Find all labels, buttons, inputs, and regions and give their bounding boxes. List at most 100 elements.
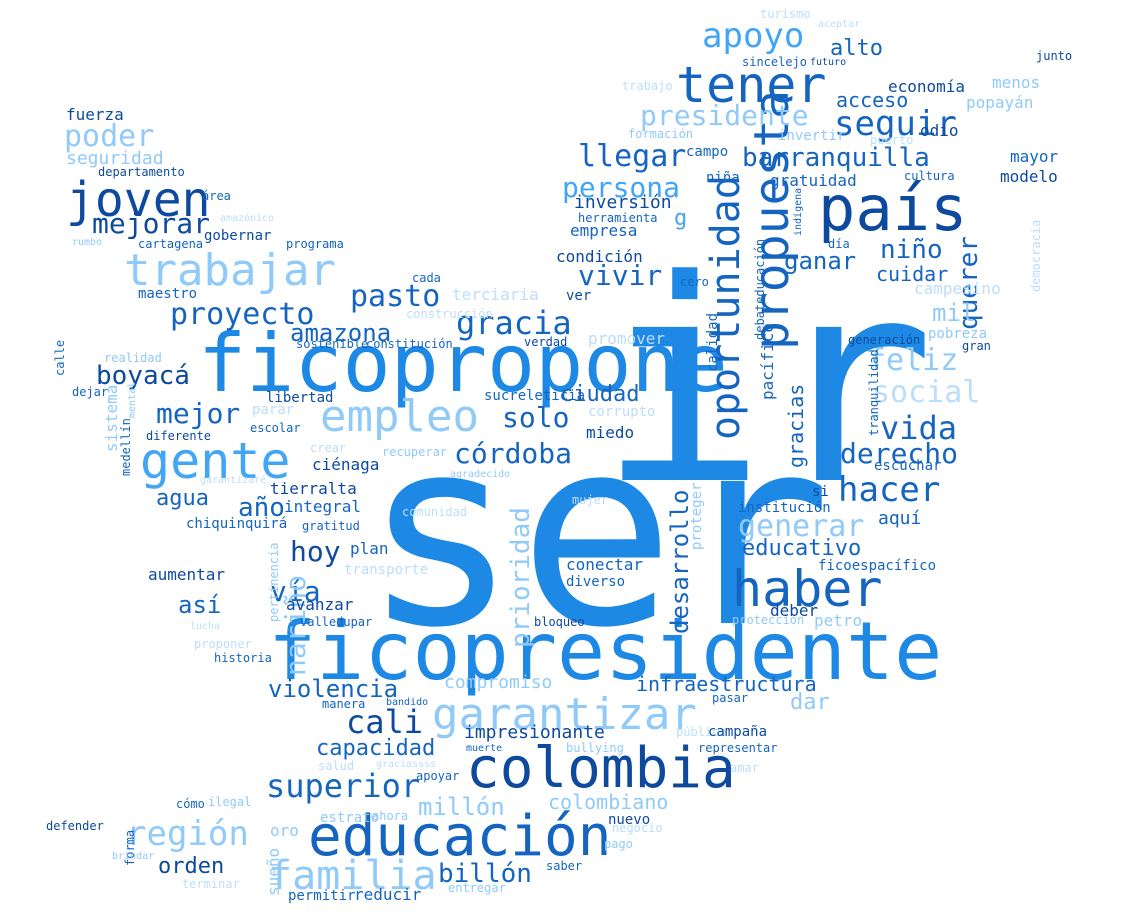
word: petro <box>814 611 863 631</box>
word: país <box>818 172 968 246</box>
word: garantizaré <box>200 475 267 486</box>
word: ahora <box>372 809 409 824</box>
word: programa <box>286 237 344 252</box>
word: terminar <box>182 877 240 892</box>
word: permitir <box>288 887 356 904</box>
word: dejar <box>72 385 109 400</box>
word: boyacá <box>96 361 190 392</box>
word: educación <box>308 804 612 870</box>
word: gente <box>140 432 291 490</box>
word: maestro <box>138 285 198 302</box>
word: g <box>674 206 688 232</box>
word: ver <box>566 287 592 304</box>
word: ilegal <box>208 795 252 810</box>
word: mujer <box>572 493 609 508</box>
word: terciaria <box>452 285 539 305</box>
word: manera <box>322 697 366 712</box>
word: oro <box>270 821 299 841</box>
word: crear <box>310 441 347 456</box>
word: corrupto <box>588 403 656 420</box>
word: poder <box>64 119 155 154</box>
word: córdoba <box>454 436 573 470</box>
word: condición <box>556 247 643 267</box>
word: millón <box>418 792 505 821</box>
word: apoyo <box>702 15 805 56</box>
word: público <box>676 725 727 740</box>
word: libertad <box>266 389 334 406</box>
word: presidente <box>640 98 809 132</box>
word: campo <box>686 143 729 160</box>
word: ficopresidente <box>268 605 943 698</box>
word: región <box>126 813 249 854</box>
word: garantizar <box>432 688 697 740</box>
word: democracia <box>1029 219 1043 292</box>
word: cero <box>680 275 709 290</box>
word: prioridad <box>506 507 536 648</box>
word: amazona <box>290 318 392 347</box>
word: chiquinquirá <box>186 515 288 532</box>
word: día <box>828 237 850 252</box>
word: bullying <box>566 741 624 756</box>
word: mental <box>127 381 138 418</box>
word: odio <box>920 121 959 141</box>
word: sostenible <box>296 337 369 352</box>
word: aceptar <box>818 19 861 30</box>
word: cultura <box>904 169 955 184</box>
word: ir <box>598 221 936 547</box>
word: entregar <box>448 881 506 896</box>
word: rumbo <box>72 237 103 248</box>
word: tierralta <box>270 479 357 499</box>
word: saber <box>546 859 583 874</box>
word: impresionante <box>464 721 605 743</box>
word: pertinencia <box>267 542 281 622</box>
word: defender <box>46 819 104 834</box>
word: institución <box>738 499 831 516</box>
word: fuerza <box>66 105 124 125</box>
word: negocio <box>612 821 663 836</box>
word: solo <box>502 400 570 434</box>
word: protección <box>732 613 805 628</box>
word: leticia <box>526 387 586 404</box>
word: aumentar <box>148 565 226 585</box>
word: alto <box>830 36 883 62</box>
word: generar <box>738 509 865 544</box>
word: menos <box>992 73 1041 93</box>
word: campaña <box>708 723 768 740</box>
word: diverso <box>566 573 626 590</box>
word: hoy <box>290 534 341 568</box>
word: turismo <box>760 7 811 22</box>
word: avanzar <box>286 595 354 615</box>
word: orden <box>158 854 225 880</box>
word: cali <box>346 703 424 742</box>
word: gran <box>962 339 991 354</box>
word: niña <box>706 169 740 186</box>
word: pago <box>604 837 633 852</box>
word: realidad <box>104 351 162 366</box>
word: llegar <box>578 139 687 174</box>
word: seguir <box>834 103 957 144</box>
word: lucha <box>190 621 221 632</box>
word: calle <box>53 339 67 376</box>
word: proyecto <box>170 297 315 332</box>
word: niño <box>880 235 943 266</box>
word: nuevo <box>608 811 651 828</box>
word: departamento <box>98 165 185 180</box>
word: indígena <box>793 187 804 236</box>
word: formación <box>628 127 694 142</box>
word: invertir <box>778 127 846 144</box>
word: escuchar <box>874 457 942 474</box>
word: sucre <box>484 387 527 404</box>
word: ciénaga <box>312 455 380 475</box>
word: hacer <box>838 469 941 510</box>
word: aquí <box>878 507 922 529</box>
word: amazónico <box>220 213 275 224</box>
word: área <box>202 189 231 204</box>
word: junto <box>1036 49 1073 64</box>
word: conectar <box>566 555 644 575</box>
word: integral <box>284 497 362 517</box>
word: campesino <box>914 279 1001 299</box>
word: sistema <box>102 384 121 452</box>
word: proponer <box>194 637 252 652</box>
word: cuidar <box>876 262 949 286</box>
